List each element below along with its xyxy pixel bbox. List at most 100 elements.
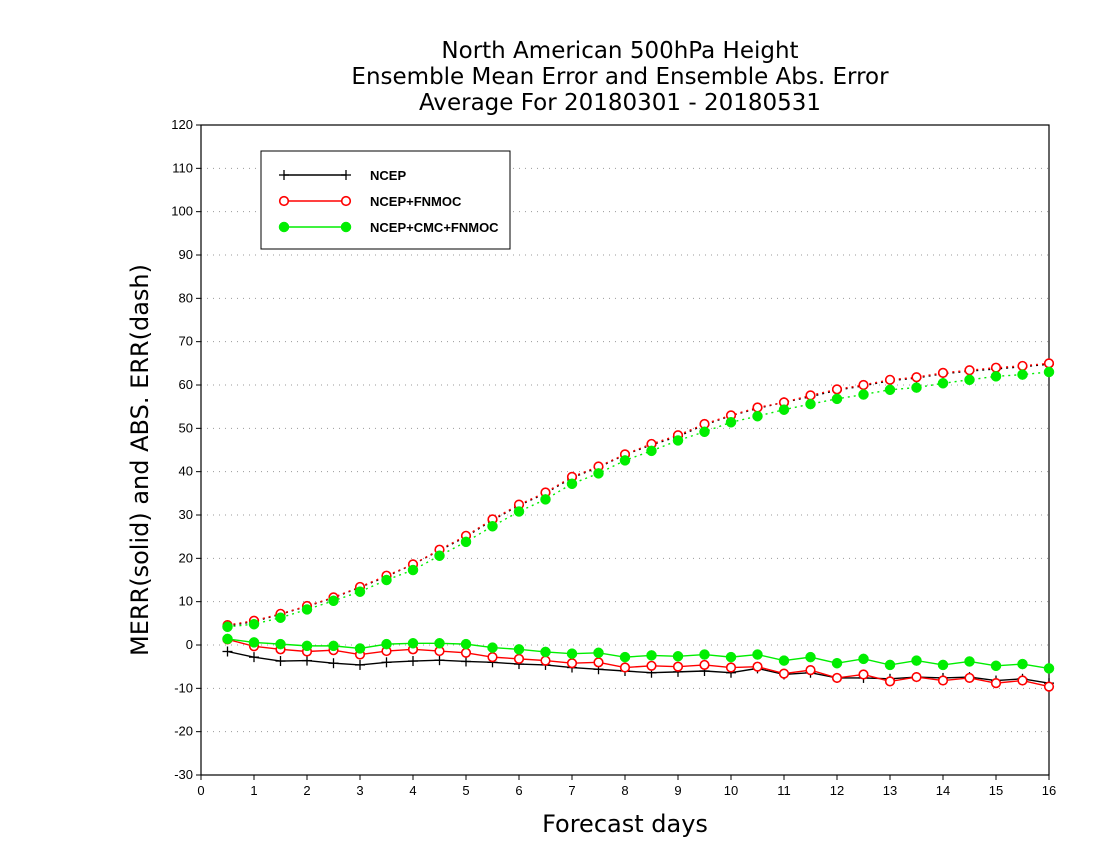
open-circle-marker bbox=[340, 195, 352, 207]
open-circle-marker bbox=[990, 678, 1002, 689]
filled-circle-marker bbox=[725, 417, 737, 428]
y-tick-label: 40 bbox=[179, 464, 193, 479]
filled-circle-marker bbox=[381, 574, 392, 586]
series-ncep-cmc-fnmoc bbox=[222, 366, 1055, 674]
open-circle-marker bbox=[778, 668, 790, 679]
filled-circle-marker bbox=[513, 506, 525, 517]
plus-marker bbox=[341, 170, 351, 180]
filled-circle-marker bbox=[540, 494, 551, 505]
filled-circle-marker bbox=[858, 389, 869, 400]
plus-marker bbox=[222, 646, 233, 657]
open-circle-marker bbox=[831, 384, 843, 395]
filled-circle-marker bbox=[407, 564, 419, 576]
filled-circle-marker bbox=[1043, 663, 1055, 674]
x-tick-label: 5 bbox=[462, 783, 469, 798]
open-circle-marker bbox=[752, 402, 763, 413]
open-circle-marker bbox=[566, 658, 578, 669]
filled-circle-marker bbox=[354, 643, 366, 654]
filled-circle-marker bbox=[831, 393, 843, 405]
filled-circle-marker bbox=[752, 410, 763, 422]
filled-circle-marker bbox=[381, 638, 392, 650]
y-tick-label: -30 bbox=[174, 767, 193, 782]
x-tick-label: 15 bbox=[989, 783, 1003, 798]
x-tick-label: 7 bbox=[568, 783, 575, 798]
legend: NCEP NCEP+FNMOC NCEP+CMC+FNMOC bbox=[260, 150, 511, 250]
x-tick-label: 10 bbox=[724, 783, 738, 798]
filled-circle-marker bbox=[646, 650, 657, 661]
x-tick-label: 1 bbox=[250, 783, 257, 798]
open-circle-marker bbox=[858, 379, 869, 391]
filled-circle-marker bbox=[911, 382, 922, 393]
filled-circle-marker bbox=[937, 659, 949, 671]
x-tick-label: 6 bbox=[515, 783, 522, 798]
open-circle-marker bbox=[1043, 358, 1055, 369]
series-layer bbox=[222, 358, 1055, 692]
filled-circle-marker bbox=[699, 649, 710, 660]
open-circle-marker bbox=[619, 662, 631, 673]
filled-circle-marker bbox=[964, 656, 975, 667]
x-tick-label: 12 bbox=[830, 783, 844, 798]
filled-circle-marker bbox=[619, 455, 631, 466]
open-circle-marker bbox=[1017, 675, 1028, 686]
open-circle-marker bbox=[1017, 360, 1028, 372]
plus-marker bbox=[381, 657, 392, 668]
filled-circle-marker bbox=[964, 374, 975, 386]
open-circle-marker bbox=[858, 669, 869, 680]
legend-item: NCEP+FNMOC bbox=[278, 194, 462, 209]
y-tick-label: 60 bbox=[179, 377, 193, 392]
legend-item: NCEP bbox=[279, 168, 406, 183]
filled-circle-marker bbox=[407, 638, 419, 649]
filled-circle-marker bbox=[805, 398, 816, 410]
y-axis-label: MERR(solid) and ABS. ERR(dash) bbox=[126, 264, 154, 656]
x-tick-label: 8 bbox=[621, 783, 628, 798]
plus-marker bbox=[408, 656, 418, 667]
filled-circle-marker bbox=[619, 651, 631, 663]
plus-marker bbox=[275, 656, 286, 667]
y-tick-label: 90 bbox=[179, 247, 193, 262]
y-tick-label: 110 bbox=[172, 160, 193, 175]
filled-circle-marker bbox=[340, 221, 352, 233]
open-circle-marker bbox=[1043, 681, 1055, 692]
open-circle-marker bbox=[460, 647, 472, 658]
x-tick-label: 3 bbox=[356, 783, 363, 798]
x-tick-label: 11 bbox=[777, 783, 791, 798]
title-line: Average For 20180301 - 20180531 bbox=[419, 90, 821, 116]
open-circle-marker bbox=[884, 374, 896, 385]
filled-circle-marker bbox=[275, 612, 286, 623]
filled-circle-marker bbox=[831, 657, 843, 669]
x-tick-label: 14 bbox=[936, 783, 950, 798]
filled-circle-marker bbox=[778, 655, 790, 666]
abs-err-line bbox=[227, 362, 1050, 626]
open-circle-marker bbox=[725, 662, 737, 673]
filled-circle-marker bbox=[1017, 369, 1028, 380]
x-tick-label: 0 bbox=[197, 783, 204, 798]
filled-circle-marker bbox=[884, 659, 896, 671]
open-circle-marker bbox=[805, 390, 816, 401]
open-circle-marker bbox=[831, 672, 843, 684]
filled-circle-marker bbox=[513, 644, 525, 655]
filled-circle-marker bbox=[222, 633, 233, 645]
x-axis-label: Forecast days bbox=[542, 810, 708, 838]
filled-circle-marker bbox=[937, 378, 949, 389]
filled-circle-marker bbox=[301, 640, 313, 652]
plus-marker bbox=[461, 656, 471, 667]
open-circle-marker bbox=[884, 676, 896, 687]
filled-circle-marker bbox=[248, 637, 260, 648]
filled-circle-marker bbox=[566, 648, 578, 659]
filled-circle-marker bbox=[672, 435, 684, 446]
filled-circle-marker bbox=[460, 536, 472, 548]
filled-circle-marker bbox=[593, 647, 604, 659]
x-tick-label: 9 bbox=[674, 783, 681, 798]
filled-circle-marker bbox=[884, 384, 896, 396]
filled-circle-marker bbox=[672, 651, 684, 662]
filled-circle-marker bbox=[990, 660, 1002, 672]
open-circle-marker bbox=[990, 362, 1002, 373]
legend-label: NCEP+FNMOC bbox=[370, 194, 462, 209]
filled-circle-marker bbox=[699, 426, 710, 438]
filled-circle-marker bbox=[328, 595, 339, 607]
open-circle-marker bbox=[487, 652, 498, 663]
plus-marker bbox=[279, 170, 289, 180]
filled-circle-marker bbox=[566, 478, 578, 490]
